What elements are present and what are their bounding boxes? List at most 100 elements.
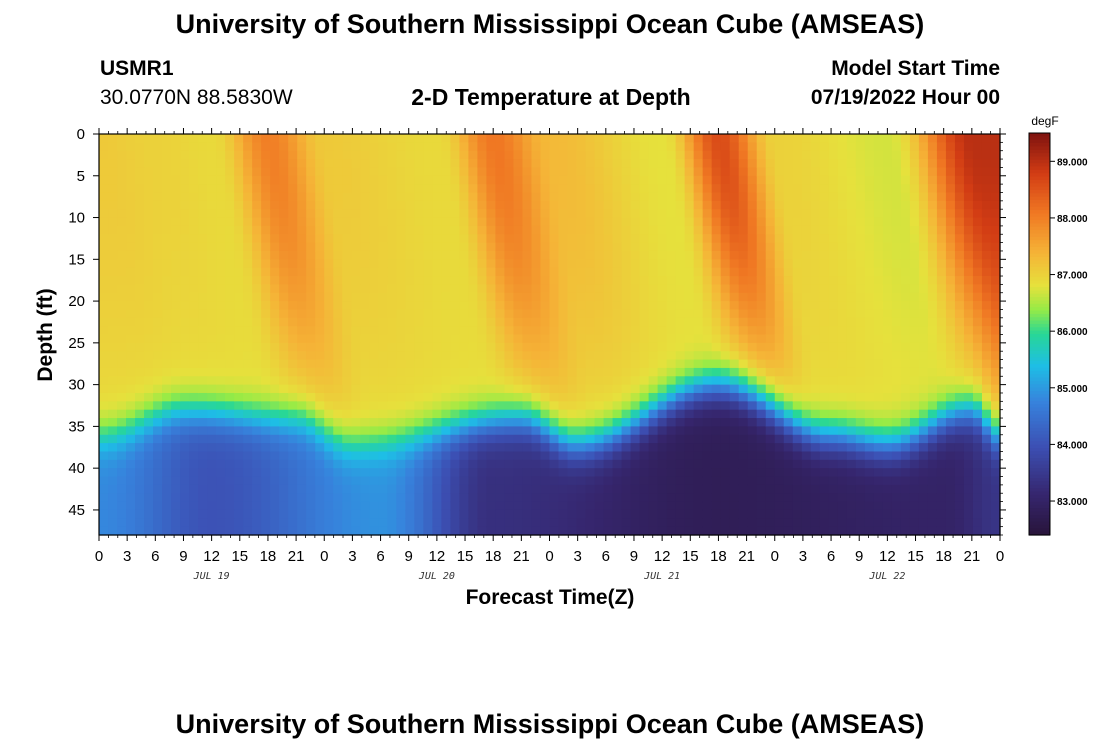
heatmap-cell: [495, 150, 506, 160]
heatmap-cell: [783, 167, 794, 177]
heatmap-cell: [351, 242, 361, 252]
heatmap-cell: [279, 150, 289, 160]
heatmap-cell: [486, 200, 497, 210]
heatmap-cell: [846, 451, 857, 461]
heatmap-cell: [540, 434, 551, 444]
heatmap-cell: [315, 342, 325, 352]
heatmap-cell: [504, 367, 515, 377]
heatmap-cell: [918, 476, 929, 486]
heatmap-cell: [432, 267, 442, 277]
heatmap-cell: [468, 451, 479, 461]
heatmap-cell: [486, 526, 497, 536]
heatmap-cell: [756, 518, 767, 528]
heatmap-cell: [432, 200, 442, 210]
heatmap-cell: [126, 159, 136, 169]
heatmap-cell: [153, 225, 163, 235]
heatmap-cell: [468, 334, 479, 344]
heatmap-cell: [180, 209, 190, 219]
heatmap-cell: [144, 418, 154, 427]
heatmap-cell: [531, 284, 542, 294]
x-tick-label: 12: [654, 548, 671, 565]
heatmap-cell: [162, 367, 172, 377]
heatmap-cell: [450, 134, 460, 143]
heatmap-cell: [648, 459, 659, 469]
heatmap-cell: [738, 509, 749, 519]
heatmap-cell: [792, 284, 803, 294]
heatmap-cell: [594, 250, 605, 260]
heatmap-cell: [279, 142, 289, 152]
heatmap-cell: [729, 317, 740, 327]
heatmap-cell: [333, 159, 343, 169]
heatmap-cell: [423, 384, 433, 394]
heatmap-cell: [459, 326, 470, 336]
heatmap-cell: [414, 167, 424, 177]
heatmap-cell: [684, 409, 695, 419]
heatmap-cell: [891, 443, 902, 453]
heatmap-cell: [414, 459, 424, 469]
heatmap-cell: [234, 484, 244, 494]
heatmap-cell: [828, 217, 839, 227]
heatmap-cell: [639, 451, 650, 461]
heatmap-cell: [198, 309, 208, 319]
heatmap-cell: [315, 418, 325, 427]
heatmap-cell: [702, 443, 713, 453]
heatmap-cell: [342, 443, 352, 453]
heatmap-cell: [711, 317, 722, 327]
heatmap-cell: [594, 284, 605, 294]
heatmap-cell: [819, 192, 830, 202]
heatmap-cell: [108, 326, 118, 336]
heatmap-cell: [369, 376, 379, 386]
heatmap-cell: [495, 342, 506, 352]
heatmap-cell: [765, 326, 776, 336]
heatmap-cell: [441, 451, 451, 461]
heatmap-cell: [135, 292, 145, 302]
heatmap-cell: [558, 259, 569, 269]
heatmap-cell: [333, 234, 343, 244]
heatmap-cell: [612, 484, 623, 494]
heatmap-cell: [486, 443, 497, 453]
heatmap-cell: [99, 317, 109, 327]
heatmap-cell: [126, 309, 136, 319]
heatmap-cell: [423, 518, 433, 528]
heatmap-cell: [540, 484, 551, 494]
heatmap-cell: [378, 175, 388, 185]
heatmap-cell: [477, 509, 488, 519]
heatmap-cell: [828, 284, 839, 294]
heatmap-cell: [594, 167, 605, 177]
heatmap-cell: [846, 217, 857, 227]
heatmap-cell: [522, 392, 533, 402]
heatmap-cell: [981, 526, 992, 536]
heatmap-cell: [963, 309, 974, 319]
heatmap-cell: [360, 401, 370, 411]
heatmap-cell: [774, 493, 785, 503]
heatmap-cell: [135, 142, 145, 152]
heatmap-cell: [207, 200, 217, 210]
heatmap-cell: [630, 409, 641, 419]
heatmap-cell: [522, 217, 533, 227]
heatmap-cell: [522, 468, 533, 478]
heatmap-cell: [576, 175, 587, 185]
heatmap-cell: [225, 284, 235, 294]
heatmap-cell: [333, 276, 343, 285]
heatmap-cell: [252, 225, 262, 235]
heatmap-cell: [630, 326, 641, 336]
heatmap-cell: [711, 434, 722, 444]
heatmap-cell: [297, 225, 307, 235]
heatmap-cell: [450, 493, 460, 503]
heatmap-cell: [279, 434, 289, 444]
heatmap-cell: [819, 351, 830, 361]
heatmap-cell: [378, 192, 388, 202]
heatmap-cell: [855, 234, 866, 244]
heatmap-cell: [351, 134, 361, 143]
heatmap-cell: [729, 292, 740, 302]
heatmap-cell: [531, 434, 542, 444]
heatmap-cell: [765, 484, 776, 494]
heatmap-cell: [261, 451, 271, 461]
heatmap-cell: [126, 284, 136, 294]
heatmap-cell: [882, 267, 893, 277]
heatmap-cell: [441, 217, 451, 227]
heatmap-cell: [702, 142, 713, 152]
heatmap-cell: [729, 434, 740, 444]
heatmap-cell: [360, 367, 370, 377]
heatmap-cell: [693, 509, 704, 519]
